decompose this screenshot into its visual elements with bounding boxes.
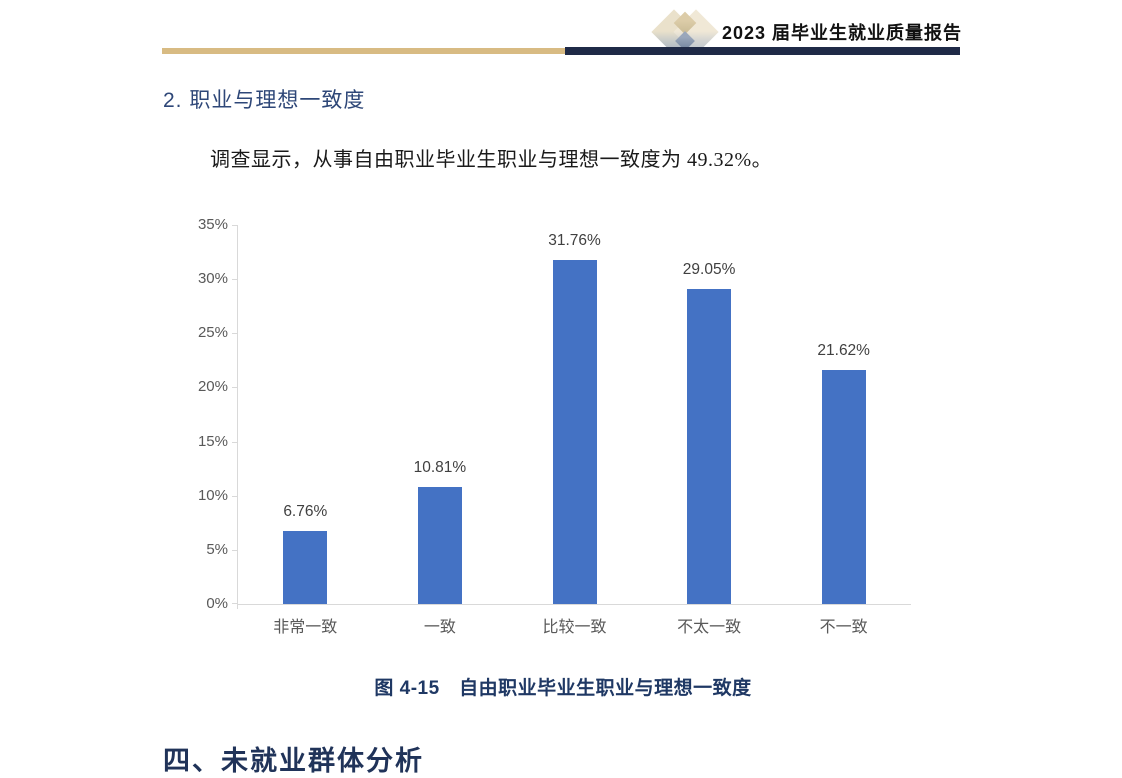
chart-bar (283, 530, 328, 604)
x-axis-category-label: 一致 (423, 619, 456, 636)
bar-value-label: 31.76% (548, 232, 601, 250)
report-header-title: 2023 届毕业生就业质量报告 (722, 23, 963, 43)
bar-value-label: 10.81% (413, 458, 467, 476)
bar-value-label: 21.62% (817, 341, 870, 359)
y-axis-tick-mark (232, 603, 238, 604)
y-axis-tick-label: 35% (197, 216, 228, 233)
bar-value-label: 29.05% (682, 261, 736, 279)
chart-bar (687, 289, 732, 604)
y-axis-tick-label: 0% (206, 595, 228, 612)
chart-bar (821, 369, 866, 604)
y-axis-tick-mark (232, 549, 238, 551)
y-axis-tick-mark (232, 333, 238, 335)
x-axis-category-label: 比较一致 (542, 619, 607, 636)
header-rule-navy (565, 47, 960, 55)
figure-caption: 图 4-15 自由职业毕业生职业与理想一致度 (374, 678, 752, 699)
y-axis-tick-mark (232, 495, 238, 497)
y-axis-tick-label: 30% (197, 270, 228, 288)
next-section-heading: 四、未就业群体分析 (163, 746, 424, 776)
bar-value-label: 6.76% (283, 502, 328, 520)
chart-plot-area: 0% 5% 10% 15% 20% 25% 30% 35% 6.76% 非常一致 10.81% 一致 3… (198, 216, 911, 636)
y-axis-tick-label: 20% (197, 378, 228, 396)
x-axis-category-label: 不一致 (819, 619, 868, 636)
body-paragraph: 调查显示，从事自由职业毕业生职业与理想一致度为 49.32%。 (210, 149, 773, 171)
x-axis-category-label: 非常一致 (273, 619, 338, 636)
y-axis-tick-label: 10% (197, 486, 228, 504)
chart-bar (552, 260, 597, 604)
y-axis-tick-mark (232, 225, 238, 226)
y-axis-tick-label: 5% (206, 540, 228, 558)
y-axis-tick-label: 15% (197, 432, 228, 450)
chart-bar (417, 486, 462, 604)
section-heading: 2. 职业与理想一致度 (163, 89, 366, 112)
y-axis-tick-label: 25% (197, 324, 228, 342)
header-rule-gold (162, 48, 565, 54)
y-axis-tick-mark (232, 441, 238, 443)
y-axis-tick-mark (232, 279, 238, 281)
y-axis-tick-mark (232, 387, 238, 389)
x-axis-category-label: 不太一致 (677, 619, 742, 636)
x-axis-corner-tick (237, 604, 238, 609)
